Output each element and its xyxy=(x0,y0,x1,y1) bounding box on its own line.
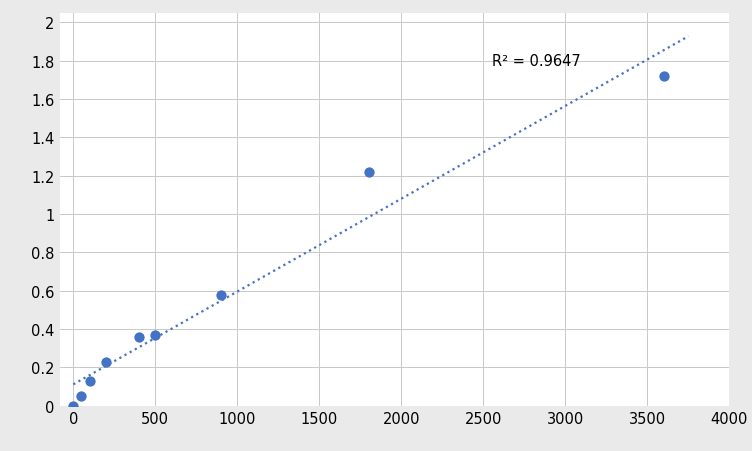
Point xyxy=(133,333,145,341)
Point xyxy=(67,402,79,410)
Point xyxy=(75,393,87,400)
Point xyxy=(100,358,112,365)
Point xyxy=(215,291,227,299)
Point xyxy=(150,331,162,339)
Point xyxy=(362,169,374,176)
Point xyxy=(658,73,670,80)
Point xyxy=(83,377,96,385)
Text: R² = 0.9647: R² = 0.9647 xyxy=(492,54,581,69)
